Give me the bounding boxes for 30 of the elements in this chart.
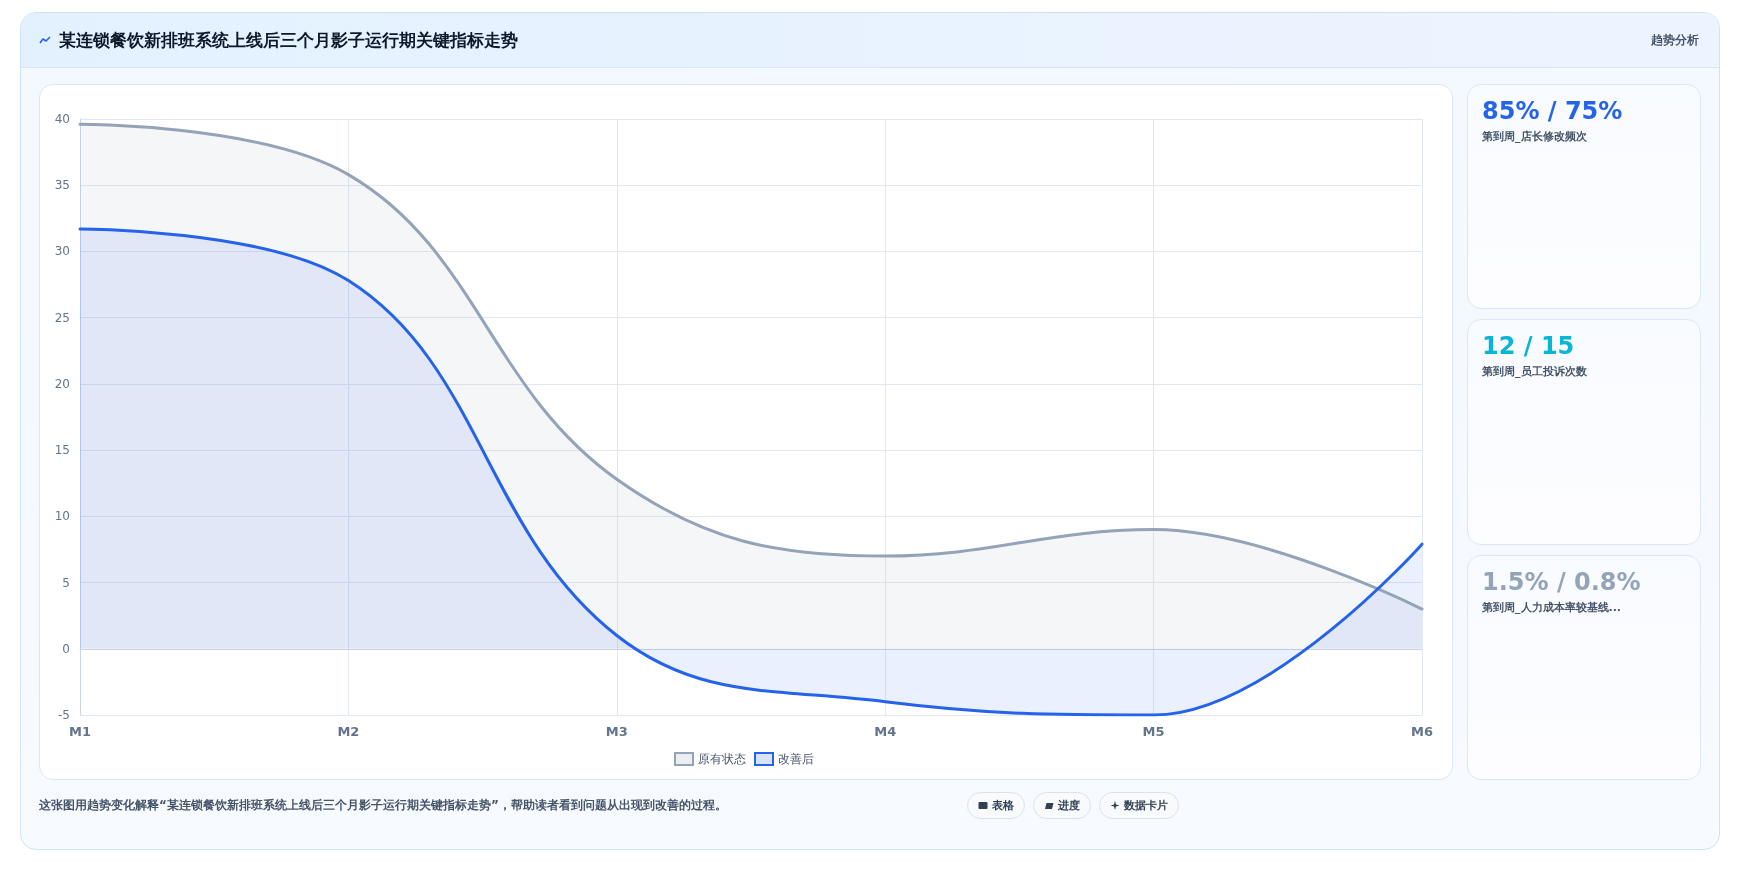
text: 这张图用趋势变化解释“某连锁餐饮新排班系统上线后三个月影子运行期关键指标走势”，帮助读者看到问题从出现到改善的过程。 <box>39 797 728 814</box>
y-tick-label: 20 <box>54 376 70 391</box>
x-tick-label: M3 <box>605 724 628 739</box>
y-tick-label: -5 <box>58 708 70 722</box>
x-tick-label: M1 <box>69 724 91 739</box>
legend-label: 原有状态 <box>698 752 746 766</box>
text: 趋势分析 <box>1651 31 1699 49</box>
text: 表格 <box>967 792 1025 819</box>
text: 12 / 15 <box>1482 332 1576 361</box>
text: 数据卡片 <box>1099 792 1179 819</box>
text: 进度 <box>1033 792 1091 819</box>
text: 第到周_员工投诉次数 <box>1482 364 1588 380</box>
y-tick-label: 10 <box>54 509 70 524</box>
legend-label: 改善后 <box>778 752 814 766</box>
text: 1.5% / 0.8% <box>1482 567 1642 596</box>
x-tick-label: M6 <box>1411 724 1433 739</box>
x-tick-label: M2 <box>337 724 360 739</box>
y-tick-label: 25 <box>54 310 70 325</box>
text: 第到周_店长修改频次 <box>1482 129 1588 144</box>
y-tick-label: 30 <box>54 244 70 259</box>
x-tick-label: M5 <box>1142 724 1165 739</box>
x-tick-label: M4 <box>874 724 897 739</box>
text: 85% / 75% <box>1482 97 1624 125</box>
y-tick-label: 15 <box>54 443 70 458</box>
chart-title: 某连锁餐饮新排班系统上线后三个月影子运行期关键指标走势 <box>59 28 518 52</box>
y-tick-label: 35 <box>54 178 70 193</box>
y-tick-label: 5 <box>62 575 70 590</box>
text: 第到周_人力成本率较基线... <box>1482 599 1623 615</box>
y-tick-label: 0 <box>62 641 70 656</box>
y-tick-label: 40 <box>54 112 70 126</box>
